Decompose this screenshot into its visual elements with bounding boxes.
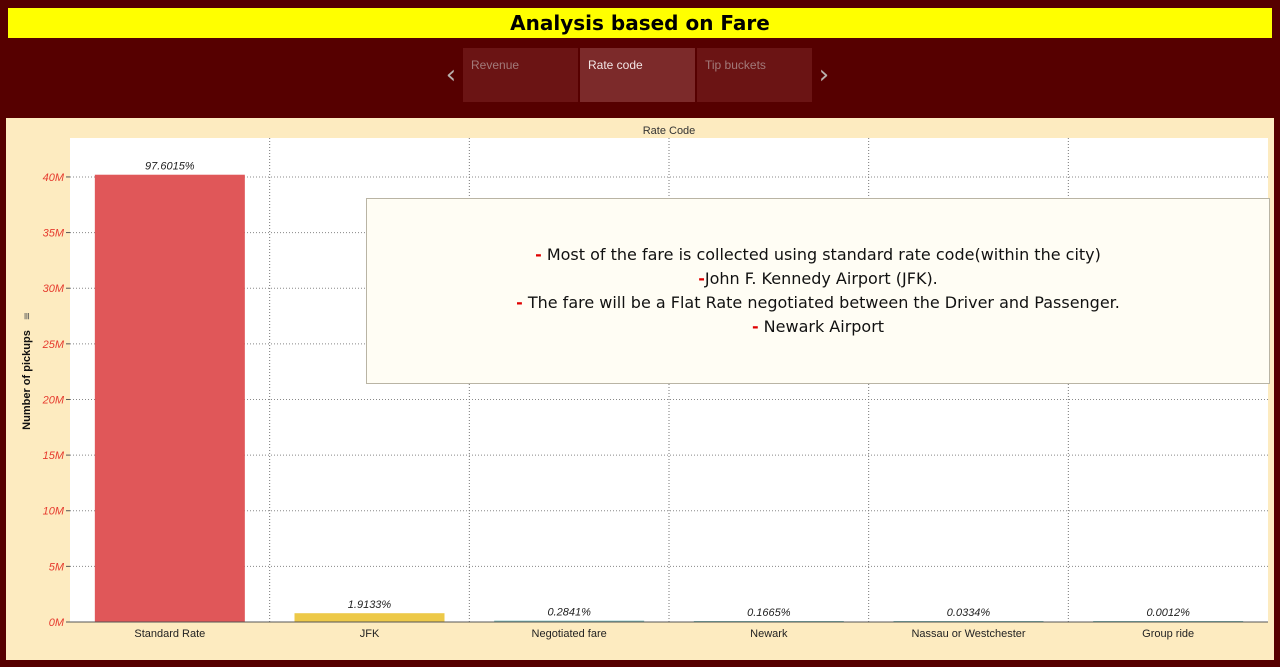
data-label: 0.0334% [947, 607, 991, 619]
y-axis-label: Number of pickups [21, 330, 33, 430]
story-tab-revenue[interactable]: Revenue [463, 48, 578, 102]
bar-2[interactable] [494, 620, 645, 622]
y-tick-label: 20M [42, 394, 65, 406]
annotation-line: - The fare will be a Flat Rate negotiate… [516, 293, 1120, 312]
x-tick-label: Newark [750, 628, 788, 640]
x-tick-label: Standard Rate [134, 628, 205, 640]
y-tick-label: 30M [43, 283, 65, 295]
story-navigator: ‹ Revenue Rate code Tip buckets › [440, 48, 835, 102]
y-tick-label: 25M [42, 339, 65, 351]
annotation-line: -John F. Kennedy Airport (JFK). [698, 269, 938, 288]
chart-panel: 0M 5M 10M 15M 20M 25M 30M 35M 40M Number of picku… [6, 118, 1274, 660]
chevron-left-icon[interactable]: ‹ [445, 60, 457, 90]
data-label: 0.1665% [747, 607, 791, 619]
annotation-box: - Most of the fare is collected using st… [366, 198, 1270, 384]
y-tick-label: 15M [43, 450, 65, 462]
data-label: 1.9133% [348, 599, 392, 611]
bar-0[interactable] [94, 174, 245, 623]
y-tick-label: 0M [49, 617, 65, 629]
chevron-right-icon[interactable]: › [818, 60, 830, 90]
data-label: 0.2841% [547, 607, 591, 619]
data-label: 97.6015% [145, 161, 195, 173]
x-tick-label: JFK [360, 628, 380, 640]
y-tick-label: 5M [49, 561, 65, 573]
y-tick-label: 10M [43, 506, 65, 518]
story-tab-rate-code[interactable]: Rate code [580, 48, 695, 102]
dashboard-title: Analysis based on Fare [8, 8, 1272, 38]
y-tick-label: 35M [43, 228, 65, 240]
annotation-line: - Newark Airport [751, 317, 885, 336]
chart-title: Rate Code [643, 125, 696, 137]
x-tick-label: Nassau or Westchester [911, 628, 1025, 640]
sort-icon[interactable]: ≡ [22, 312, 33, 320]
y-tick-label: 40M [43, 172, 65, 184]
story-tab-tip-buckets[interactable]: Tip buckets [697, 48, 812, 102]
x-tick-label: Group ride [1142, 628, 1194, 640]
x-tick-label: Negotiated fare [532, 628, 607, 640]
annotation-line: - Most of the fare is collected using st… [535, 245, 1101, 264]
data-label: 0.0012% [1146, 607, 1190, 619]
bar-1[interactable] [294, 613, 445, 622]
